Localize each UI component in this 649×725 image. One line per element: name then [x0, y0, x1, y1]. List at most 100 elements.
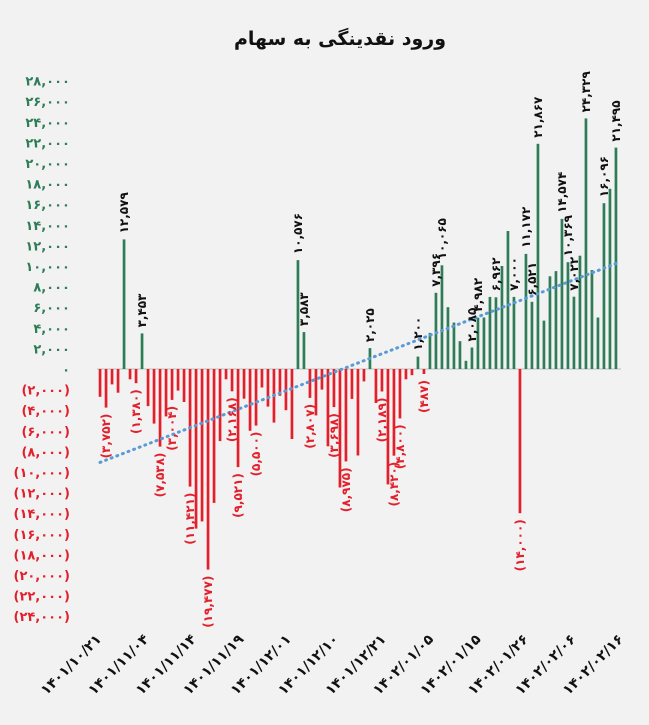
bar-7	[140, 333, 144, 369]
data-label-35: (۲,۸۰۷)	[303, 404, 317, 449]
bar-48	[386, 369, 390, 485]
trend-line	[98, 262, 618, 464]
y-tick-label-23: (۱۸,۰۰۰)	[14, 548, 71, 563]
bar-3	[116, 369, 120, 393]
y-tick-label-15: (۲,۰۰۰)	[21, 384, 70, 399]
data-label-26: (۵,۵۰۰)	[249, 432, 263, 477]
bar-57	[440, 265, 444, 369]
bar-56	[434, 292, 438, 369]
y-tick-label-10: ۸,۰۰۰	[33, 281, 70, 296]
y-tick-label-3: ۲۲,۰۰۰	[25, 136, 70, 151]
data-label-47: (۲,۱۸۹)	[375, 398, 389, 443]
bar-44	[362, 369, 366, 382]
data-label-23: (۹,۵۲۱)	[231, 473, 245, 518]
bar-61	[464, 360, 468, 369]
bar-79	[572, 296, 576, 369]
chart-title: ورود نقدینگی به سهام	[233, 28, 447, 50]
bar-19	[212, 369, 216, 503]
bar-35	[308, 369, 312, 398]
bar-16	[194, 369, 198, 529]
data-label-1: (۳,۷۵۲)	[99, 414, 113, 459]
data-label-41: (۸,۹۷۵)	[339, 467, 353, 512]
data-label-54: (۴۸۷)	[417, 380, 431, 413]
bar-43	[356, 369, 360, 456]
data-label-71: ۱۱,۱۷۲	[519, 206, 533, 248]
data-label-18: (۱۹,۴۷۷)	[201, 576, 215, 628]
bar-67	[500, 266, 504, 369]
y-tick-label-19: (۱۰,۰۰۰)	[14, 466, 71, 481]
data-label-45: ۲,۰۲۵	[363, 308, 377, 342]
bar-25	[248, 369, 252, 431]
data-label-34: ۳,۵۸۳	[297, 292, 311, 327]
bar-52	[410, 369, 414, 376]
y-tick-label-22: (۱۶,۰۰۰)	[14, 528, 71, 543]
y-tick-label-8: ۱۲,۰۰۰	[25, 239, 70, 254]
bar-66	[494, 297, 498, 369]
y-tick-label-17: (۶,۰۰۰)	[21, 425, 70, 440]
bar-40	[338, 369, 342, 488]
bar-46	[374, 369, 378, 403]
bar-33	[296, 260, 300, 369]
bar-69	[512, 296, 516, 369]
data-label-63: ۴,۹۸۲	[471, 277, 485, 312]
bar-53	[416, 356, 420, 369]
data-label-73: ۲۱,۸۶۷	[531, 96, 545, 138]
bar-83	[596, 317, 600, 369]
data-label-62: ۲,۰۸۵	[465, 308, 479, 342]
data-label-81: ۲۴,۳۲۹	[579, 71, 593, 113]
bar-1	[104, 369, 108, 408]
data-label-70: (۱۴,۰۰۰)	[513, 519, 527, 571]
data-label-7: ۳,۴۵۳	[135, 293, 149, 328]
bar-14	[182, 369, 186, 402]
data-label-57: ۱۰,۰۶۵	[435, 218, 449, 259]
data-label-49: (۸,۴۲۰)	[387, 462, 401, 507]
data-label-50: (۴,۸۰۰)	[393, 424, 407, 469]
bar-27	[260, 369, 264, 388]
y-tick-label-21: (۱۴,۰۰۰)	[14, 507, 71, 522]
bar-74	[542, 320, 546, 369]
bar-62	[470, 347, 474, 369]
data-label-66: ۶,۹۶۲	[489, 257, 503, 292]
data-label-79: ۷,۰۲۲	[567, 256, 581, 291]
bar-13	[176, 369, 180, 391]
data-label-86: ۲۱,۴۹۵	[609, 100, 623, 141]
y-tick-label-20: (۱۲,۰۰۰)	[14, 487, 71, 502]
bar-86	[614, 147, 618, 369]
data-label-72: ۶,۵۲۱	[525, 262, 539, 296]
y-tick-label-16: (۴,۰۰۰)	[21, 404, 70, 419]
bar-42	[350, 369, 354, 399]
bar-8	[146, 369, 150, 407]
data-label-10: (۷,۵۳۸)	[153, 453, 167, 498]
data-label-33: ۱۰,۵۷۶	[291, 213, 305, 254]
bar-71	[524, 253, 528, 369]
bar-9	[152, 369, 156, 424]
bar-21	[224, 369, 228, 380]
data-label-56: ۷,۳۹۶	[429, 253, 443, 287]
bar-39	[332, 369, 336, 408]
bar-34	[302, 332, 306, 369]
bar-38	[326, 369, 330, 447]
y-tick-label-9: ۱۰,۰۰۰	[25, 260, 70, 275]
bar-22	[230, 369, 234, 392]
bar-6	[134, 369, 138, 384]
bar-78	[566, 262, 570, 369]
bar-26	[254, 369, 258, 426]
bar-55	[428, 332, 432, 369]
bar-80	[578, 255, 582, 369]
bar-32	[290, 369, 294, 439]
y-tick-label-6: ۱۶,۰۰۰	[25, 198, 70, 213]
data-label-39: (۳,۶۹۸)	[327, 413, 341, 458]
bar-23	[236, 369, 240, 468]
y-tick-label-2: ۲۴,۰۰۰	[25, 116, 70, 131]
bar-63	[476, 317, 480, 369]
bar-58	[446, 307, 450, 369]
bar-68	[506, 231, 510, 369]
data-label-15: (۱۱,۴۲۱)	[183, 493, 197, 545]
y-tick-label-18: (۸,۰۰۰)	[21, 445, 70, 460]
bar-84	[602, 203, 606, 369]
bar-82	[590, 270, 594, 369]
data-label-22: (۲,۱۶۸)	[225, 397, 239, 442]
bar-47	[380, 369, 384, 392]
data-label-6: (۱,۳۸۰)	[129, 389, 143, 434]
